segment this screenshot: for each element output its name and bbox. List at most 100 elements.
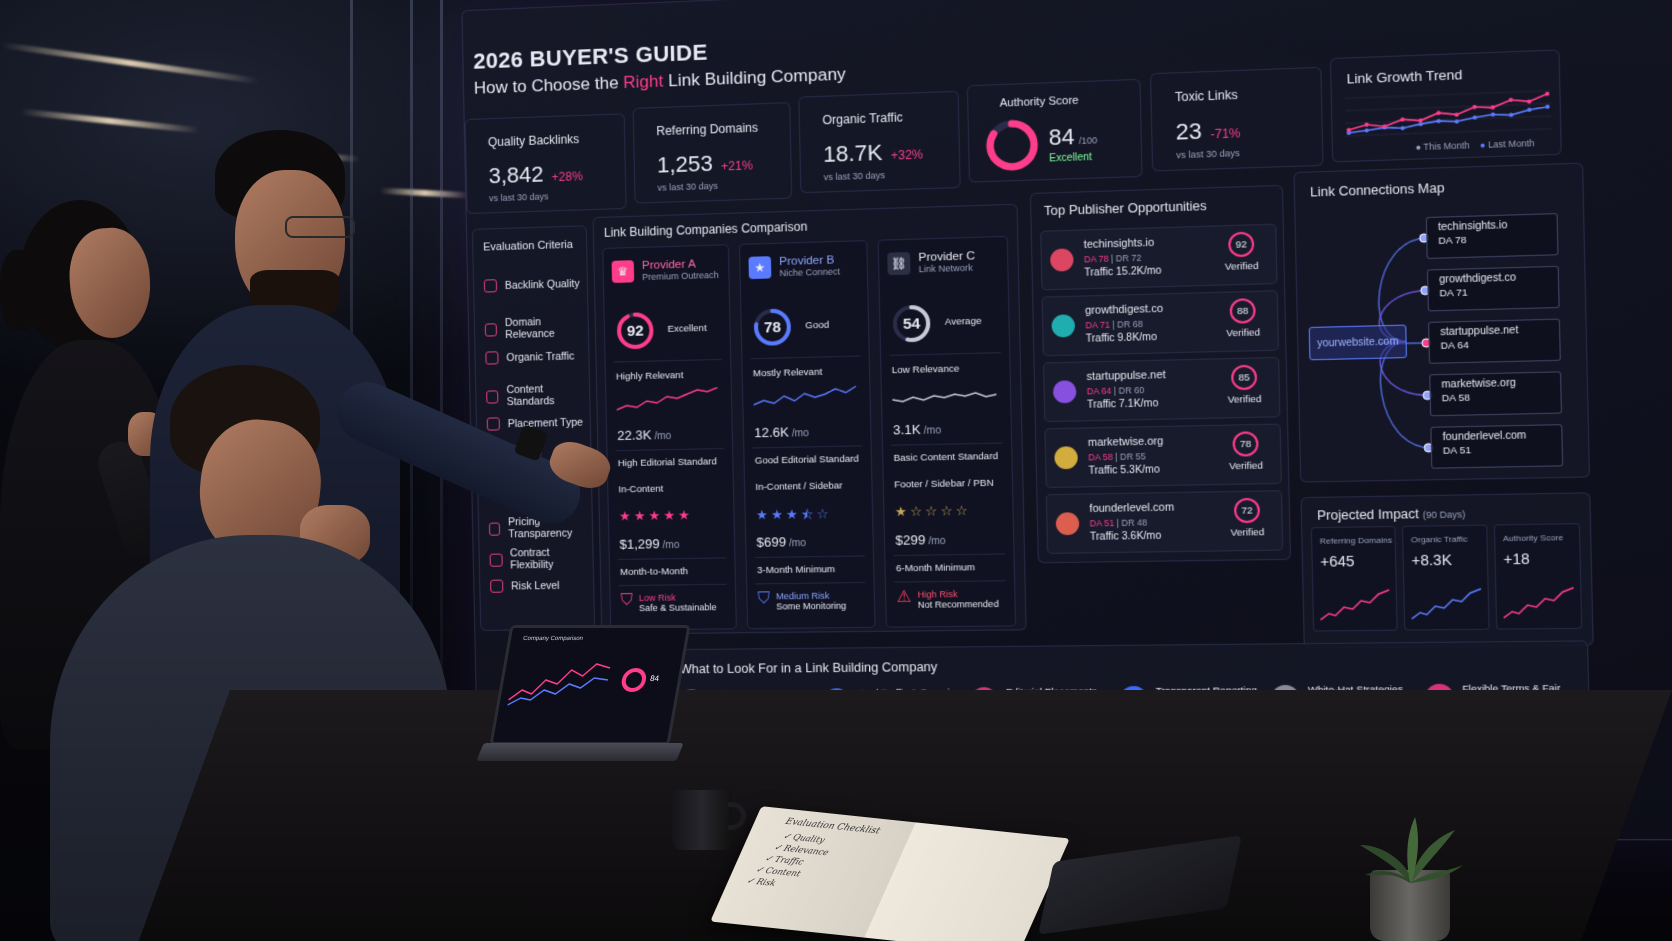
last-month-point bbox=[1527, 108, 1532, 112]
node-domain: techinsights.io bbox=[1438, 219, 1546, 234]
subtitle-highlight: Right bbox=[623, 71, 663, 92]
provider-rating: Excellent bbox=[667, 323, 706, 335]
publisher-score: 85 bbox=[1231, 365, 1257, 391]
authority-value: 84 bbox=[1048, 124, 1074, 151]
connection-node[interactable]: startuppulse.net DA 64 bbox=[1428, 319, 1561, 364]
publisher-score: 72 bbox=[1234, 498, 1260, 523]
node-domain: growthdigest.co bbox=[1439, 271, 1547, 285]
publisher-icon bbox=[1051, 314, 1075, 337]
provider-contract: 6-Month Minimum bbox=[896, 562, 975, 574]
publisher-da-dr: DA 58 | DR 55 bbox=[1088, 451, 1146, 462]
star-icon: ★ bbox=[748, 256, 771, 279]
projected-impact-panel: Projected Impact (90 Days) Referring Dom… bbox=[1300, 492, 1593, 648]
publisher-score: 92 bbox=[1228, 232, 1254, 258]
center-node[interactable]: yourwebsite.com bbox=[1309, 325, 1407, 361]
laptop: Company Comparison 84 bbox=[480, 625, 700, 785]
node-da: DA 71 bbox=[1439, 285, 1547, 299]
laptop-title: Company Comparison bbox=[523, 636, 584, 642]
publisher-panel: Top Publisher Opportunities techinsights… bbox=[1030, 185, 1291, 563]
last-month-point bbox=[1455, 119, 1459, 123]
connection-node[interactable]: marketwise.org DA 58 bbox=[1429, 371, 1562, 416]
publisher-row[interactable]: marketwise.org DA 58 | DR 55 Traffic 5.3K/… bbox=[1044, 424, 1281, 488]
toxic-links-card: Toxic Links 23 -71% vs last 30 days bbox=[1150, 67, 1324, 172]
connection-node[interactable]: founderlevel.com DA 51 bbox=[1430, 424, 1563, 469]
publisher-row[interactable]: techinsights.io DA 78 | DR 72 Traffic 15.2… bbox=[1040, 224, 1277, 291]
publisher-icon bbox=[1054, 446, 1078, 469]
publisher-row[interactable]: founderlevel.com DA 51 | DR 48 Traffic 3.6… bbox=[1046, 490, 1284, 554]
publisher-icon bbox=[1056, 512, 1080, 535]
provider-price: $699 /mo bbox=[756, 534, 806, 550]
publisher-domain: marketwise.org bbox=[1088, 435, 1164, 449]
provider-score: 54 bbox=[890, 303, 932, 345]
provider-relevance: Mostly Relevant bbox=[753, 367, 823, 380]
provider-relevance: Low Relevance bbox=[892, 363, 960, 376]
risk-note: Some Monitoring bbox=[776, 601, 846, 612]
kpi-card-traffic: Organic Traffic 18.7K +32% vs last 30 day… bbox=[798, 91, 960, 194]
publisher-da-dr: DA 64 | DR 60 bbox=[1087, 385, 1145, 397]
link-growth-chart bbox=[1345, 87, 1552, 140]
laptop-score: 84 bbox=[649, 674, 659, 683]
publisher-traffic: Traffic 5.3K/mo bbox=[1088, 464, 1160, 477]
publisher-icon bbox=[1053, 380, 1077, 403]
last-month-point bbox=[1491, 112, 1495, 116]
impact-card: Organic Traffic +8.3K bbox=[1402, 525, 1490, 631]
provider-editorial: High Editorial Standard bbox=[618, 456, 717, 469]
provider-risk: ⛉ Low Risk Safe & Sustainable bbox=[621, 592, 717, 613]
publisher-status: Verified bbox=[1219, 394, 1271, 407]
provider-sparkline bbox=[892, 381, 1002, 414]
publisher-status: Verified bbox=[1217, 327, 1269, 340]
publisher-da-dr: DA 51 | DR 48 bbox=[1090, 517, 1148, 528]
last-month-point bbox=[1509, 113, 1513, 117]
publisher-traffic: Traffic 15.2K/mo bbox=[1084, 265, 1161, 279]
impact-label: Authority Score bbox=[1503, 533, 1564, 543]
last-month-point bbox=[1400, 126, 1404, 130]
coffee-mug bbox=[672, 790, 732, 850]
connection-node[interactable]: growthdigest.co DA 71 bbox=[1427, 266, 1560, 312]
kpi-card-domains: Referring Domains 1,253 +21% vs last 30 d… bbox=[633, 102, 793, 204]
authority-gauge bbox=[983, 117, 1041, 174]
publisher-score: 78 bbox=[1232, 431, 1258, 456]
publisher-da-dr: DA 71 | DR 68 bbox=[1085, 319, 1143, 331]
impact-card: Authority Score +18 bbox=[1494, 523, 1582, 630]
impact-sparkline bbox=[1503, 583, 1577, 622]
publisher-traffic: Traffic 9.8K/mo bbox=[1086, 332, 1157, 345]
connection-node[interactable]: techinsights.io DA 78 bbox=[1426, 213, 1559, 259]
node-domain: startuppulse.net bbox=[1440, 324, 1548, 338]
provider-rating: Average bbox=[945, 316, 982, 328]
node-da: DA 64 bbox=[1440, 338, 1548, 352]
publisher-row[interactable]: startuppulse.net DA 64 | DR 60 Traffic 7.1… bbox=[1043, 357, 1280, 422]
publisher-da-dr: DA 78 | DR 72 bbox=[1084, 253, 1142, 265]
impact-sparkline bbox=[1320, 586, 1392, 624]
publisher-status: Verified bbox=[1220, 460, 1272, 472]
last-month-point bbox=[1545, 105, 1550, 109]
legend-this-month: This Month bbox=[1423, 140, 1469, 152]
connections-panel: Link Connections Map yourwebsite.com tec… bbox=[1293, 163, 1590, 483]
provider-editorial: Good Editorial Standard bbox=[755, 454, 859, 467]
node-da: DA 51 bbox=[1443, 443, 1551, 457]
risk-note: Safe & Sustainable bbox=[639, 602, 717, 613]
provider-risk: ⚠ High Risk Not Recommended bbox=[896, 588, 998, 610]
provider-price: $299 /mo bbox=[895, 532, 946, 548]
provider-card[interactable]: ⛓ Provider C Link Network 54 Average Low Rele… bbox=[878, 236, 1016, 628]
plant-leaves bbox=[1355, 815, 1465, 885]
publisher-traffic: Traffic 3.6K/mo bbox=[1090, 531, 1162, 543]
impact-value: +18 bbox=[1503, 550, 1530, 567]
glasses bbox=[285, 216, 355, 238]
provider-subtitle: Niche Connect bbox=[779, 266, 840, 278]
publisher-domain: growthdigest.co bbox=[1085, 303, 1163, 317]
publisher-row[interactable]: growthdigest.co DA 71 | DR 68 Traffic 9.8K… bbox=[1042, 290, 1279, 356]
impact-card: Referring Domains +645 bbox=[1311, 526, 1398, 632]
laptop-base bbox=[476, 743, 683, 761]
impact-label: Organic Traffic bbox=[1411, 534, 1468, 544]
publisher-icon bbox=[1050, 248, 1074, 271]
provider-traffic: 3.1K /mo bbox=[893, 421, 941, 437]
impact-value: +8.3K bbox=[1411, 551, 1452, 568]
provider-card[interactable]: ★ Provider B Niche Connect 78 Good Mostly Rel… bbox=[739, 240, 876, 629]
this-month-line bbox=[1348, 94, 1548, 130]
publisher-domain: founderlevel.com bbox=[1089, 501, 1174, 515]
publisher-status: Verified bbox=[1216, 260, 1268, 273]
provider-traffic: 12.6K /mo bbox=[754, 424, 809, 440]
provider-stars: ★★★⯪☆ bbox=[756, 505, 832, 529]
provider-placement: In-Content / Sidebar bbox=[755, 480, 842, 493]
